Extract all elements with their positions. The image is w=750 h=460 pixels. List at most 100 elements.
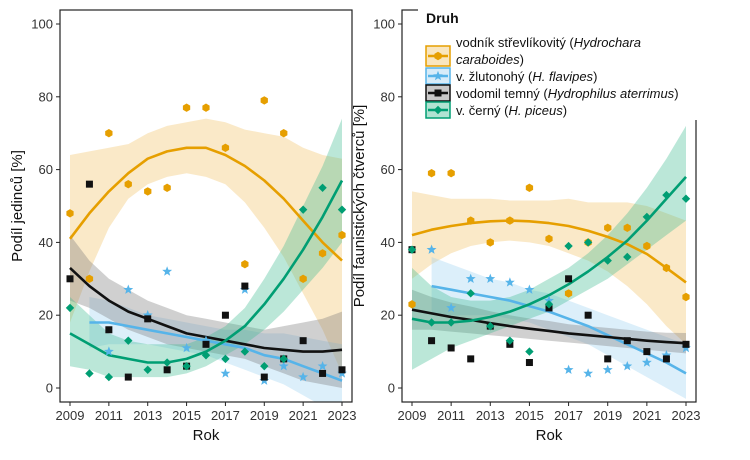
y-tick-label-left-60: 60: [39, 162, 53, 177]
x-tick-label-left-2011: 2011: [95, 408, 123, 423]
data-point-piceus-right-2021: [642, 212, 652, 222]
data-point-aterrimus-left-2017: [221, 311, 229, 319]
data-point-piceus-left-2023: [337, 205, 347, 214]
trend-line-aterrimus-right: [411, 308, 687, 345]
data-point-aterrimus-left-2014: [163, 366, 171, 374]
legend-label-hydrochara-line2: caraboides): [456, 52, 524, 67]
data-point-piceus-left-2019: [260, 361, 269, 371]
data-point-flavipes-right-2010: [426, 244, 437, 254]
legend-label-piceus-italic: H. piceus: [509, 103, 564, 118]
panel-left: 0 20 40 60 80 100 2009 2011 2013 2015 2017 2019 2021…: [9, 9, 356, 444]
ci-band-flavipes-left: [89, 297, 342, 402]
data-point-aterrimus-right-2020: [623, 337, 631, 345]
x-axis-title-left: Rok: [193, 427, 220, 444]
data-point-hydrochara-left-2012: [124, 180, 132, 189]
data-point-hydrochara-right-2023: [682, 292, 690, 302]
data-point-flavipes-left-2014: [162, 266, 173, 276]
data-point-piceus-right-2010: [427, 318, 436, 327]
x-tick-label-right-2017: 2017: [554, 408, 583, 423]
data-point-hydrochara-left-2023: [338, 230, 346, 240]
data-point-aterrimus-right-2011: [447, 344, 455, 352]
legend-label-flavipes-suffix: ): [593, 69, 597, 84]
data-point-piceus-left-2012: [124, 336, 133, 345]
data-point-aterrimus-right-2012: [467, 355, 475, 363]
legend-title: Druh: [426, 10, 459, 26]
x-tick-label-left-2017: 2017: [211, 408, 240, 423]
data-point-piceus-right-2009: [407, 245, 417, 254]
data-point-piceus-right-2012: [466, 289, 475, 298]
x-tick-label-right-2009: 2009: [398, 408, 427, 423]
legend-background: [418, 8, 730, 120]
data-point-flavipes-right-2013: [485, 273, 496, 283]
data-point-flavipes-left-2020: [278, 361, 289, 371]
data-point-piceus-left-2016: [201, 351, 211, 360]
legend-entry-flavipes: v. žlutonohý (H. flavipes): [425, 67, 597, 85]
data-point-piceus-right-2023: [681, 194, 691, 203]
y-tick-label-left-0: 0: [46, 381, 53, 396]
legend-entry-aterrimus: vodomil temný (Hydrophilus aterrimus): [425, 84, 679, 102]
data-point-piceus-right-2015: [525, 347, 534, 356]
data-point-hydrochara-left-2014: [163, 183, 171, 192]
data-point-aterrimus-left-2019: [260, 373, 268, 381]
data-point-flavipes-right-2019: [602, 364, 613, 374]
legend-label-aterrimus-suffix: ): [674, 86, 678, 101]
y-tick-label-left-20: 20: [39, 308, 53, 323]
data-point-aterrimus-left-2022: [319, 369, 327, 377]
legend-label-hydrochara-prefix: vodník střevlíkovitý (: [456, 35, 574, 50]
data-point-flavipes-left-2013: [142, 310, 153, 320]
data-point-aterrimus-left-2013: [144, 315, 152, 323]
data-point-flavipes-right-2020: [622, 361, 633, 371]
x-tick-label-right-2019: 2019: [593, 408, 622, 423]
data-point-aterrimus-left-2010: [85, 180, 93, 188]
legend-label-piceus: v. černý (H. piceus): [456, 103, 567, 118]
data-point-piceus-left-2020: [279, 354, 288, 364]
legend: Druh vodník střevlíkovitý (Hydrochara ca…: [418, 8, 730, 120]
data-point-hydrochara-left-2020: [280, 129, 288, 138]
plot-layer-right: [407, 125, 691, 399]
data-point-flavipes-left-2016: [201, 335, 211, 345]
data-point-piceus-left-2015: [182, 361, 191, 371]
data-point-flavipes-right-2021: [641, 357, 652, 367]
legend-label-flavipes-italic: H. flavipes: [532, 69, 593, 84]
data-point-aterrimus-right-2017: [565, 275, 573, 283]
legend-label-hydrochara-italic: Hydrochara: [574, 35, 641, 50]
ci-band-hydrochara-right: [412, 191, 686, 345]
legend-marker-flavipes: [433, 70, 443, 81]
y-tick-label-right-20: 20: [381, 308, 395, 323]
data-point-aterrimus-left-2023: [338, 366, 346, 374]
data-point-piceus-left-2009: [65, 303, 75, 313]
data-point-flavipes-left-2022: [317, 361, 328, 371]
data-point-hydrochara-left-2016: [202, 103, 210, 112]
data-point-hydrochara-left-2018: [241, 260, 249, 269]
trend-line-flavipes-left: [89, 321, 343, 382]
data-point-hydrochara-right-2020: [623, 223, 631, 232]
data-point-hydrochara-right-2015: [525, 183, 534, 192]
ci-band-hydrochara-left: [70, 118, 342, 374]
data-point-flavipes-right-2017: [563, 364, 574, 374]
data-point-hydrochara-left-2009: [66, 209, 74, 218]
x-tick-label-right-2023: 2023: [672, 408, 701, 423]
y-tick-label-right-40: 40: [381, 235, 395, 250]
data-point-piceus-right-2022: [662, 190, 671, 200]
trend-line-piceus-right: [411, 176, 687, 324]
data-point-flavipes-right-2011: [446, 302, 457, 313]
legend-label-piceus-prefix: v. černý (: [456, 103, 509, 118]
data-point-piceus-right-2016: [544, 300, 554, 309]
data-point-hydrochara-left-2021: [299, 274, 307, 283]
data-point-aterrimus-right-2023: [682, 340, 690, 348]
data-point-piceus-right-2013: [486, 321, 495, 331]
data-point-hydrochara-left-2017: [221, 143, 230, 152]
data-point-hydrochara-right-2011: [447, 169, 455, 178]
data-point-hydrochara-right-2012: [467, 216, 475, 225]
data-point-hydrochara-left-2010: [85, 274, 94, 283]
y-tick-label-left-80: 80: [39, 89, 53, 104]
legend-label-aterrimus-italic: Hydrophilus aterrimus: [548, 86, 675, 101]
data-point-aterrimus-left-2009: [66, 275, 74, 283]
data-point-aterrimus-left-2018: [241, 282, 249, 290]
data-point-piceus-right-2017: [564, 241, 573, 251]
data-point-flavipes-right-2022: [661, 350, 672, 360]
data-point-flavipes-right-2015: [524, 284, 535, 294]
panel-border-left: [59, 9, 353, 403]
legend-marker-aterrimus: [434, 89, 442, 97]
